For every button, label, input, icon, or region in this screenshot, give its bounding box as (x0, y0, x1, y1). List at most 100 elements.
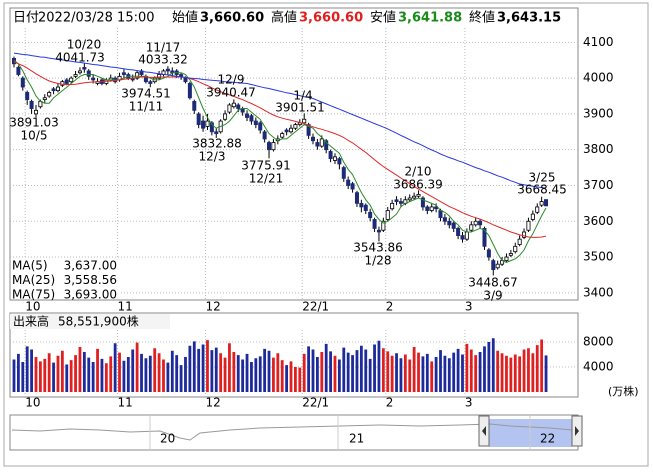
candle-body (350, 183, 355, 190)
candle-body (407, 197, 412, 201)
x-tick-label: 11 (118, 396, 133, 410)
volume-bar (148, 355, 152, 392)
candle-body (354, 192, 359, 204)
volume-bar (456, 348, 460, 392)
volume-bar (500, 353, 504, 392)
volume-bar (65, 364, 69, 392)
candle-body (416, 194, 421, 197)
volume-bar (478, 352, 482, 392)
candle-body (508, 253, 513, 256)
y-tick-label: 3400 (583, 285, 614, 299)
volume-bar (78, 347, 82, 392)
candle-body (324, 140, 329, 151)
volume-bar (289, 361, 293, 392)
ma-line (13, 52, 547, 189)
volume-bar (474, 355, 478, 392)
candle-body (16, 66, 21, 75)
volume-bar (280, 360, 284, 392)
volume-latest: 58,551,900株 (58, 314, 139, 329)
volume-bar (544, 355, 548, 392)
candle-body (535, 206, 540, 213)
candle-body (381, 220, 386, 231)
volume-bar (311, 349, 315, 392)
candle-body (394, 199, 399, 202)
legend-bg (11, 259, 119, 299)
volume-bar (509, 357, 513, 392)
navigator-label: 21 (349, 432, 364, 446)
volume-bar (25, 346, 29, 392)
volume-bar (104, 363, 108, 392)
handle-arrow (482, 426, 486, 436)
candle-body (451, 222, 456, 229)
candle-body (231, 102, 236, 108)
candle-body (64, 79, 69, 84)
volume-bar (434, 357, 438, 392)
volume-bar (469, 349, 473, 392)
candle-body (29, 100, 34, 109)
x-tick-label: 10 (25, 396, 40, 410)
volume-bar (439, 350, 442, 392)
volume-bar (236, 355, 240, 392)
annotation-date: 11/17 (146, 41, 181, 55)
candle-body (280, 133, 285, 138)
candle-body (513, 245, 518, 253)
volume-unit: (万株) (608, 384, 639, 398)
legend-name: MA(75) (12, 288, 55, 302)
volume-bar (324, 343, 328, 392)
volume-bar (135, 342, 139, 392)
candle-body (337, 158, 342, 165)
volume-bar (540, 339, 544, 392)
candle-body (82, 66, 87, 70)
volume-bar (175, 355, 179, 392)
y-tick-label: 8000 (583, 335, 614, 349)
volume-bar (192, 341, 196, 392)
candle-body (179, 74, 184, 77)
y-tick-label: 3600 (583, 214, 614, 228)
legend-value: 3,693.00 (64, 288, 117, 302)
volume-bar (403, 354, 407, 392)
candle-body (201, 120, 206, 129)
candle-body (205, 120, 210, 127)
volume-title: 出来高 (13, 314, 49, 329)
volume-bar (505, 355, 508, 392)
candle-body (385, 210, 390, 220)
annotation-date: 10/5 (21, 129, 48, 143)
navigator-line (11, 423, 573, 441)
volume-bar (56, 355, 60, 392)
candle-body (47, 92, 52, 97)
candle-body (192, 100, 197, 111)
annotation-date: 12/9 (218, 73, 245, 87)
annotation-date: 2/10 (405, 165, 432, 179)
volume-bar (254, 358, 258, 392)
volume-bar (527, 348, 530, 392)
volume-bar (417, 352, 420, 392)
candle-body (55, 86, 60, 92)
volume-bar (34, 357, 38, 392)
annotation-date: 10/20 (67, 38, 102, 52)
annotation-date: 11/11 (129, 100, 164, 114)
annotation-date: 12/21 (249, 172, 284, 186)
candle-body (236, 104, 241, 109)
volume-bar (122, 360, 126, 392)
volume-bar (232, 352, 236, 392)
legend-value: 3,558.56 (64, 273, 117, 287)
candle-body (306, 124, 311, 136)
volume-bar (452, 352, 456, 392)
annotation-value: 3891.03 (9, 116, 59, 130)
volume-bar (355, 350, 359, 392)
x-tick-label: 3 (465, 396, 473, 410)
x-tick-label: 12 (205, 396, 220, 410)
legend-name: MA(5) (12, 259, 48, 273)
volume-bar (531, 353, 535, 392)
annotation-value: 3448.67 (468, 276, 518, 290)
volume-bar (245, 353, 249, 392)
candle-body (258, 122, 263, 131)
volume-bar (131, 349, 135, 392)
x-tick-label: 2 (386, 396, 394, 410)
candle-body (398, 201, 403, 204)
header-label: 高値 (271, 10, 297, 26)
candle-body (33, 109, 38, 115)
volume-bar (513, 354, 517, 392)
